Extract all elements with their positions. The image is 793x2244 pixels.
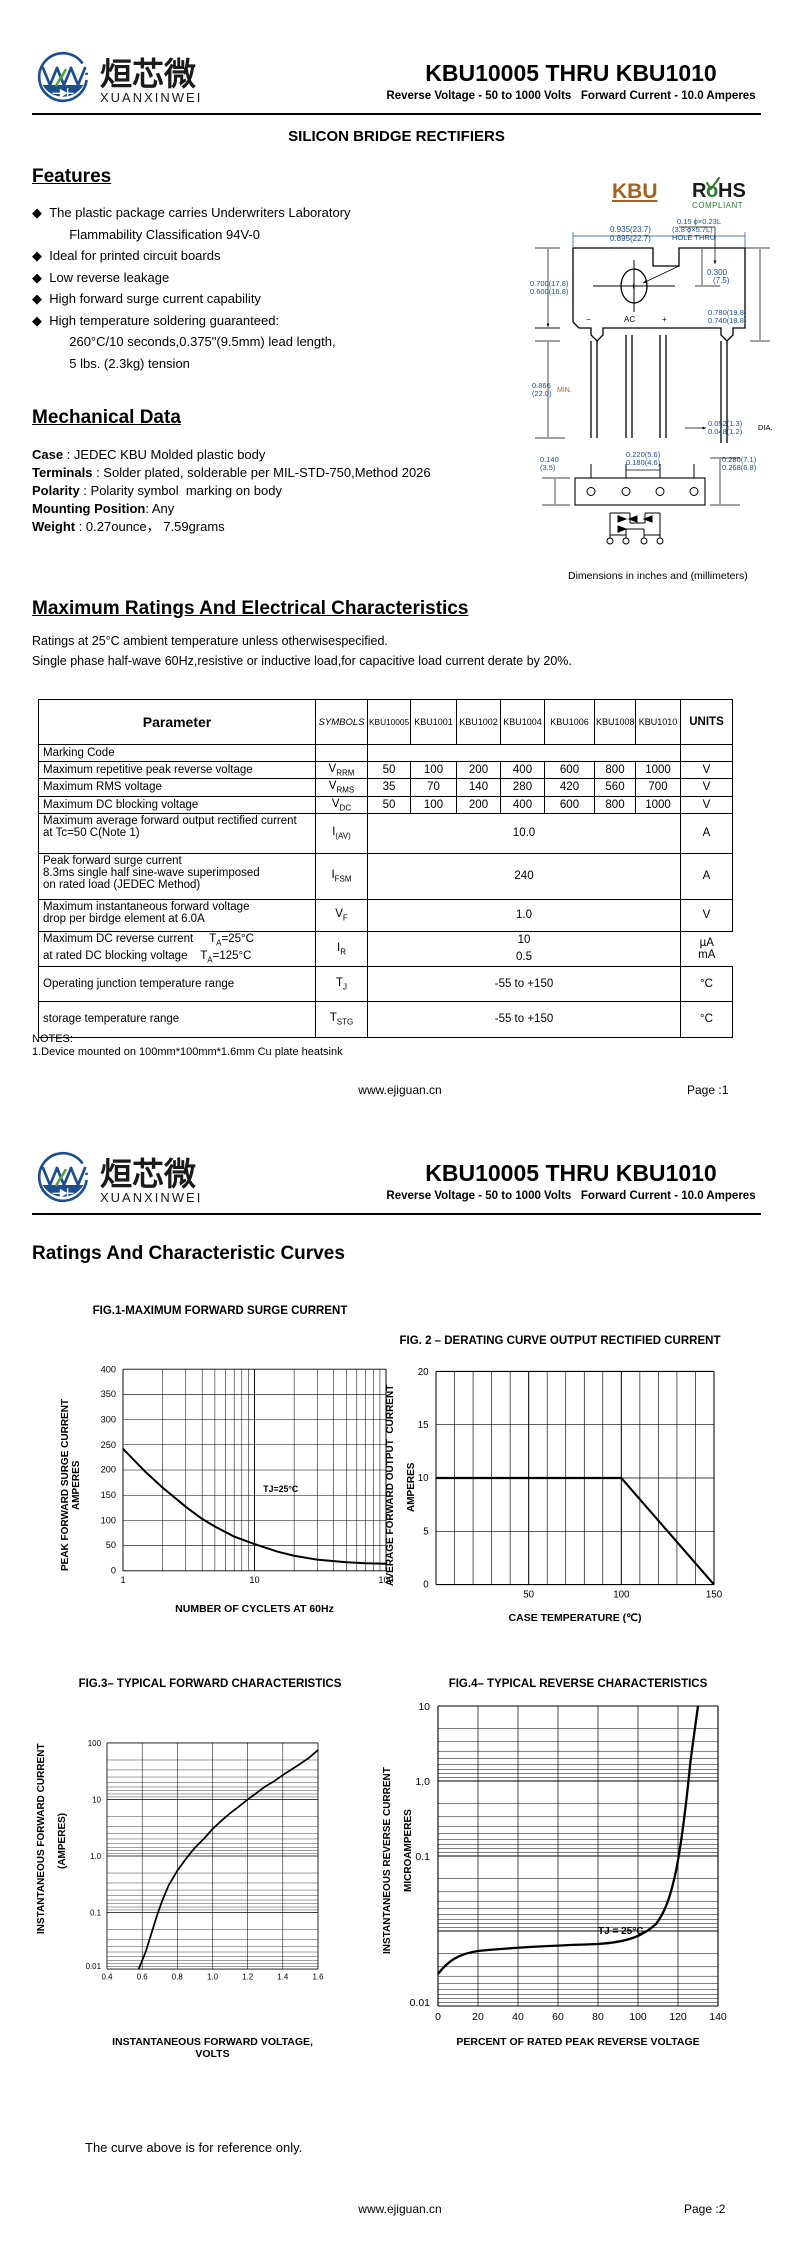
svg-text:1.6: 1.6 bbox=[313, 1973, 325, 1982]
svg-text:0.1: 0.1 bbox=[415, 1851, 430, 1863]
svg-text:TJ=25°C: TJ=25°C bbox=[263, 1484, 299, 1494]
svg-text:1.0: 1.0 bbox=[90, 1852, 102, 1861]
svg-text:120: 120 bbox=[669, 2011, 687, 2023]
svg-text:①: ① bbox=[607, 547, 613, 555]
svg-text:1: 1 bbox=[120, 1575, 125, 1585]
svg-text:(22.0): (22.0) bbox=[532, 389, 552, 398]
svg-text:~: ~ bbox=[622, 554, 627, 563]
svg-text:HS: HS bbox=[718, 180, 746, 202]
svg-text:−: − bbox=[657, 554, 662, 563]
svg-text:60: 60 bbox=[552, 2011, 564, 2023]
svg-text:15: 15 bbox=[418, 1420, 429, 1431]
svg-text:R: R bbox=[692, 180, 707, 202]
svg-text:140: 140 bbox=[709, 2011, 727, 2023]
svg-text:150: 150 bbox=[706, 1590, 723, 1601]
svg-text:100: 100 bbox=[613, 1590, 630, 1601]
svg-text:+: + bbox=[631, 282, 636, 291]
svg-text:0.935(23.7): 0.935(23.7) bbox=[610, 225, 651, 234]
svg-text:0.1: 0.1 bbox=[90, 1909, 102, 1918]
svg-text:100: 100 bbox=[629, 2011, 647, 2023]
svg-text:~: ~ bbox=[640, 554, 645, 563]
svg-text:TJ = 25°C: TJ = 25°C bbox=[598, 1926, 643, 1937]
svg-text:150: 150 bbox=[101, 1490, 116, 1500]
svg-text:烜芯微: 烜芯微 bbox=[100, 56, 196, 92]
svg-text:300: 300 bbox=[101, 1415, 116, 1425]
svg-text:0.048(1.2): 0.048(1.2) bbox=[708, 427, 743, 436]
svg-text:−: − bbox=[586, 315, 591, 324]
svg-text:0.6: 0.6 bbox=[137, 1973, 149, 1982]
svg-text:100: 100 bbox=[88, 1739, 102, 1748]
svg-text:0.600(16.8): 0.600(16.8) bbox=[530, 287, 569, 296]
svg-text:50: 50 bbox=[523, 1590, 534, 1601]
svg-text:(7.5): (7.5) bbox=[713, 276, 730, 285]
svg-text:1.0: 1.0 bbox=[415, 1776, 430, 1788]
svg-text:0.01: 0.01 bbox=[86, 1962, 102, 1971]
svg-text:1.4: 1.4 bbox=[277, 1973, 289, 1982]
svg-text:XUANXINWEI: XUANXINWEI bbox=[100, 90, 202, 105]
svg-text:40: 40 bbox=[512, 2011, 524, 2023]
svg-text:5: 5 bbox=[423, 1527, 428, 1538]
svg-text:400: 400 bbox=[101, 1365, 116, 1375]
svg-text:0.4: 0.4 bbox=[102, 1973, 114, 1982]
svg-text:20: 20 bbox=[472, 2011, 484, 2023]
svg-text:+: + bbox=[662, 315, 667, 324]
svg-text:0.01: 0.01 bbox=[410, 1997, 431, 2009]
svg-text:0.180(4.6): 0.180(4.6) bbox=[626, 458, 661, 467]
svg-text:10: 10 bbox=[92, 1795, 101, 1804]
svg-text:0.8: 0.8 bbox=[172, 1973, 184, 1982]
svg-text:③: ③ bbox=[641, 547, 647, 555]
svg-text:0: 0 bbox=[435, 2011, 441, 2023]
svg-text:②: ② bbox=[623, 547, 629, 555]
svg-text:20: 20 bbox=[418, 1367, 429, 1378]
svg-text:HOLE THRU: HOLE THRU bbox=[672, 233, 715, 242]
svg-text:烜芯微: 烜芯微 bbox=[100, 1156, 196, 1192]
svg-text:MIN.: MIN. bbox=[557, 387, 572, 394]
svg-text:80: 80 bbox=[592, 2011, 604, 2023]
svg-text:10: 10 bbox=[418, 1701, 430, 1713]
svg-text:250: 250 bbox=[101, 1440, 116, 1450]
svg-text:AC: AC bbox=[624, 315, 635, 324]
svg-text:10: 10 bbox=[249, 1575, 259, 1585]
svg-text:0: 0 bbox=[111, 1565, 116, 1575]
svg-text:350: 350 bbox=[101, 1389, 116, 1399]
svg-text:10: 10 bbox=[418, 1473, 429, 1484]
svg-text:+: + bbox=[607, 554, 612, 563]
svg-text:1.0: 1.0 bbox=[207, 1973, 219, 1982]
svg-text:④: ④ bbox=[657, 547, 663, 555]
svg-text:COMPLIANT: COMPLIANT bbox=[692, 201, 743, 210]
svg-text:50: 50 bbox=[106, 1540, 116, 1550]
svg-text:100: 100 bbox=[101, 1515, 116, 1525]
svg-text:200: 200 bbox=[101, 1465, 116, 1475]
svg-text:0: 0 bbox=[423, 1579, 429, 1590]
svg-text:DIA.: DIA. bbox=[758, 423, 773, 432]
svg-text:0.740(18.8): 0.740(18.8) bbox=[708, 316, 747, 325]
svg-text:1.2: 1.2 bbox=[242, 1973, 253, 1982]
svg-text:0.268(6.8): 0.268(6.8) bbox=[722, 463, 757, 472]
svg-text:0.895(22.7): 0.895(22.7) bbox=[610, 234, 651, 243]
svg-text:XUANXINWEI: XUANXINWEI bbox=[100, 1190, 202, 1205]
